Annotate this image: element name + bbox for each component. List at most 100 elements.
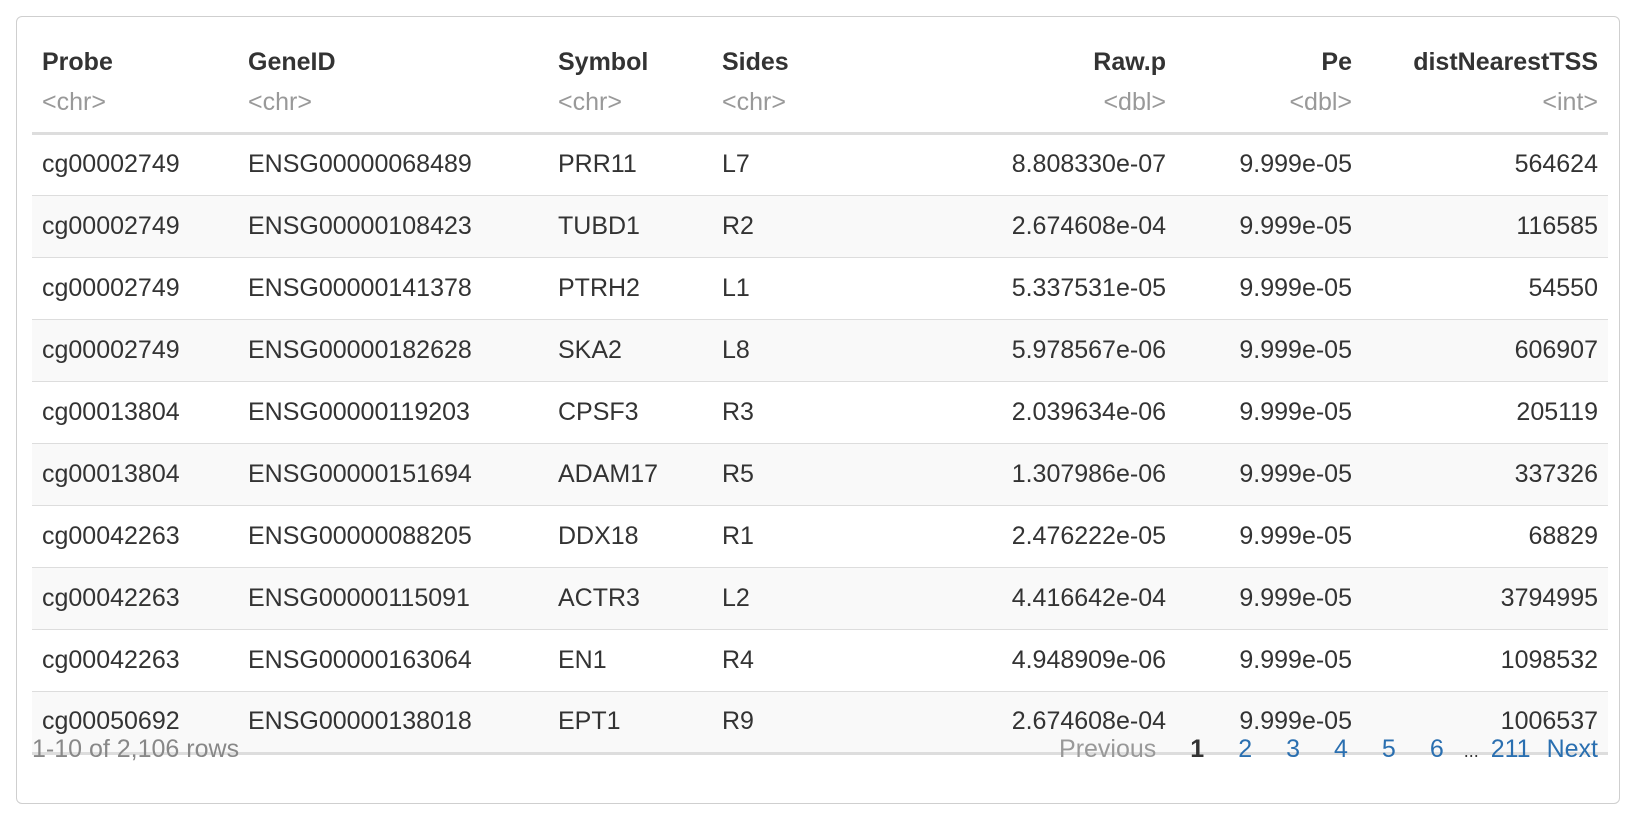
table-cell: cg00013804 <box>32 443 238 506</box>
table-cell: 9.999e-05 <box>1176 629 1362 692</box>
table-header-row: Probe <chr> GeneID <chr> Symbol <chr> Sides <ch… <box>32 31 1608 135</box>
column-type: <int> <box>1542 88 1598 116</box>
column-header-pe[interactable]: Pe <dbl> <box>1176 31 1362 135</box>
table-cell: ENSG00000163064 <box>238 629 548 692</box>
table-footer: 1-10 of 2,106 rows Previous 1 2 3 4 5 6 … <box>32 723 1608 779</box>
table-cell: 68829 <box>1362 505 1608 568</box>
table-cell: ENSG00000119203 <box>238 381 548 444</box>
page-211-button[interactable]: 211 <box>1490 735 1531 763</box>
column-name: Pe <box>1321 48 1352 76</box>
table-cell: ENSG00000182628 <box>238 319 548 382</box>
page-5-button[interactable]: 5 <box>1381 735 1396 763</box>
table-cell: R9 <box>712 691 844 755</box>
table-cell: 5.337531e-05 <box>844 257 1176 320</box>
table-cell: cg00002749 <box>32 257 238 320</box>
column-header-sides[interactable]: Sides <chr> <box>712 31 844 135</box>
page-1-button[interactable]: 1 <box>1190 735 1205 763</box>
table-cell: R5 <box>712 443 844 506</box>
table-cell: 54550 <box>1362 257 1608 320</box>
table-cell: 1098532 <box>1362 629 1608 692</box>
column-type: <chr> <box>248 88 312 116</box>
column-name: Raw.p <box>1093 48 1166 76</box>
data-table-panel: Probe <chr> GeneID <chr> Symbol <chr> Sides <ch… <box>16 16 1620 804</box>
table-cell: R1 <box>712 505 844 568</box>
table-cell: cg00013804 <box>32 381 238 444</box>
column-type: <chr> <box>558 88 622 116</box>
pagination: Previous 1 2 3 4 5 6 ... 211 Next <box>1059 735 1598 764</box>
table-cell: 116585 <box>1362 195 1608 258</box>
table-cell: cg00002749 <box>32 195 238 258</box>
table-row: cg00013804 ENSG00000119203 CPSF3 R3 2.039634… <box>32 381 1608 444</box>
table-cell: ENSG00000138018 <box>238 691 548 755</box>
table-cell: cg00042263 <box>32 505 238 568</box>
table-cell: 9.999e-05 <box>1176 381 1362 444</box>
table-cell: 3794995 <box>1362 567 1608 630</box>
column-name: Probe <box>42 48 113 76</box>
table-cell: PRR11 <box>548 133 712 196</box>
table-cell: 205119 <box>1362 381 1608 444</box>
table-cell: 9.999e-05 <box>1176 443 1362 506</box>
table-cell: 2.039634e-06 <box>844 381 1176 444</box>
table-cell: ENSG00000141378 <box>238 257 548 320</box>
table-cell: SKA2 <box>548 319 712 382</box>
table-cell: CPSF3 <box>548 381 712 444</box>
table-cell: 1.307986e-06 <box>844 443 1176 506</box>
column-name: Symbol <box>558 48 649 76</box>
table-cell: ENSG00000108423 <box>238 195 548 258</box>
table-cell: EN1 <box>548 629 712 692</box>
row-count-info: 1-10 of 2,106 rows <box>32 735 240 763</box>
table-cell: 2.674608e-04 <box>844 195 1176 258</box>
page-6-button[interactable]: 6 <box>1429 735 1444 763</box>
table-row: cg00042263 ENSG00000115091 ACTR3 L2 4.416642… <box>32 567 1608 630</box>
table-cell: cg00002749 <box>32 133 238 196</box>
table-cell: PTRH2 <box>548 257 712 320</box>
table-row: cg00002749 ENSG00000141378 PTRH2 L1 5.337531… <box>32 257 1608 320</box>
table-cell: 9.999e-05 <box>1176 319 1362 382</box>
column-type: <dbl> <box>1103 88 1166 116</box>
table-cell: 9.999e-05 <box>1176 195 1362 258</box>
table-row: cg00042263 ENSG00000163064 EN1 R4 4.948909e-… <box>32 629 1608 692</box>
column-header-symbol[interactable]: Symbol <chr> <box>548 31 712 135</box>
table-cell: 606907 <box>1362 319 1608 382</box>
previous-page-button[interactable]: Previous <box>1059 735 1157 763</box>
table-cell: 9.999e-05 <box>1176 691 1362 755</box>
table-cell: ENSG00000068489 <box>238 133 548 196</box>
table-cell: L8 <box>712 319 844 382</box>
table-cell: ACTR3 <box>548 567 712 630</box>
column-type: <chr> <box>722 88 786 116</box>
page-3-button[interactable]: 3 <box>1286 735 1300 763</box>
table-cell: R2 <box>712 195 844 258</box>
table-cell: cg00002749 <box>32 319 238 382</box>
table-cell: ENSG00000088205 <box>238 505 548 568</box>
column-header-probe[interactable]: Probe <chr> <box>32 31 238 135</box>
table-cell: 9.999e-05 <box>1176 257 1362 320</box>
table-cell: EPT1 <box>548 691 712 755</box>
table-row: cg00013804 ENSG00000151694 ADAM17 R5 1.30798… <box>32 443 1608 506</box>
table-row: cg00042263 ENSG00000088205 DDX18 R1 2.476222… <box>32 505 1608 568</box>
page-4-button[interactable]: 4 <box>1334 735 1348 763</box>
column-name: Sides <box>722 48 789 76</box>
page-2-button[interactable]: 2 <box>1238 735 1253 763</box>
table-cell: R3 <box>712 381 844 444</box>
table-cell: 4.948909e-06 <box>844 629 1176 692</box>
column-header-distnearesttss[interactable]: distNearestTSS <int> <box>1362 31 1608 135</box>
column-header-raw-p[interactable]: Raw.p <dbl> <box>844 31 1176 135</box>
next-page-button[interactable]: Next <box>1546 735 1598 763</box>
table-cell: 2.476222e-05 <box>844 505 1176 568</box>
table-body: cg00002749 ENSG00000068489 PRR11 L7 8.808330… <box>32 133 1608 755</box>
table-cell: 9.999e-05 <box>1176 567 1362 630</box>
table-row: cg00002749 ENSG00000108423 TUBD1 R2 2.674608… <box>32 195 1608 258</box>
table-cell: ENSG00000151694 <box>238 443 548 506</box>
column-type: <chr> <box>42 88 106 116</box>
table-row: cg00050692 ENSG00000138018 EPT1 R9 2.674608e… <box>32 691 1608 755</box>
table-cell: L1 <box>712 257 844 320</box>
column-header-geneid[interactable]: GeneID <chr> <box>238 31 548 135</box>
column-name: GeneID <box>248 48 336 76</box>
table-cell: cg00042263 <box>32 629 238 692</box>
table-cell: 4.416642e-04 <box>844 567 1176 630</box>
table-cell: 9.999e-05 <box>1176 505 1362 568</box>
table-cell: R4 <box>712 629 844 692</box>
table-cell: 564624 <box>1362 133 1608 196</box>
table-cell: ADAM17 <box>548 443 712 506</box>
column-name: distNearestTSS <box>1413 48 1598 76</box>
